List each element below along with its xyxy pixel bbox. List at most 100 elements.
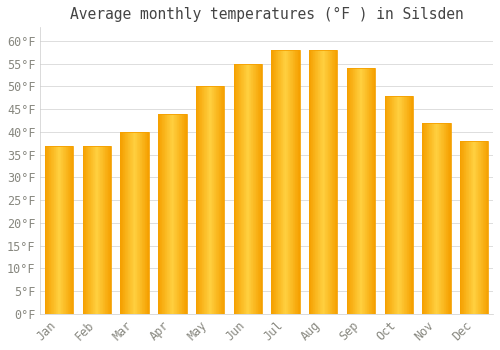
Bar: [388, 96, 389, 314]
Bar: [436, 123, 437, 314]
Bar: [321, 50, 322, 314]
Bar: [126, 132, 127, 314]
Bar: [442, 123, 443, 314]
Bar: [162, 114, 163, 314]
Bar: [234, 64, 262, 314]
Bar: [448, 123, 449, 314]
Title: Average monthly temperatures (°F ) in Silsden: Average monthly temperatures (°F ) in Si…: [70, 7, 464, 22]
Bar: [255, 64, 256, 314]
Bar: [158, 114, 159, 314]
Bar: [368, 68, 369, 314]
Bar: [296, 50, 297, 314]
Bar: [121, 132, 122, 314]
Bar: [403, 96, 404, 314]
Bar: [463, 141, 464, 314]
Bar: [204, 86, 205, 314]
Bar: [363, 68, 364, 314]
Bar: [362, 68, 363, 314]
Bar: [348, 68, 349, 314]
Bar: [109, 146, 110, 314]
Bar: [141, 132, 142, 314]
Bar: [310, 50, 311, 314]
Bar: [369, 68, 370, 314]
Bar: [249, 64, 250, 314]
Bar: [315, 50, 316, 314]
Bar: [276, 50, 277, 314]
Bar: [358, 68, 359, 314]
Bar: [107, 146, 108, 314]
Bar: [65, 146, 66, 314]
Bar: [486, 141, 487, 314]
Bar: [479, 141, 480, 314]
Bar: [482, 141, 484, 314]
Bar: [412, 96, 413, 314]
Bar: [392, 96, 393, 314]
Bar: [435, 123, 436, 314]
Bar: [99, 146, 100, 314]
Bar: [365, 68, 366, 314]
Bar: [330, 50, 331, 314]
Bar: [181, 114, 182, 314]
Bar: [373, 68, 374, 314]
Bar: [288, 50, 289, 314]
Bar: [182, 114, 183, 314]
Bar: [98, 146, 99, 314]
Bar: [196, 86, 198, 314]
Bar: [139, 132, 140, 314]
Bar: [104, 146, 106, 314]
Bar: [205, 86, 206, 314]
Bar: [484, 141, 485, 314]
Bar: [88, 146, 89, 314]
Bar: [328, 50, 329, 314]
Bar: [196, 86, 224, 314]
Bar: [67, 146, 68, 314]
Bar: [122, 132, 124, 314]
Bar: [475, 141, 476, 314]
Bar: [131, 132, 132, 314]
Bar: [294, 50, 296, 314]
Bar: [223, 86, 224, 314]
Bar: [260, 64, 262, 314]
Bar: [361, 68, 362, 314]
Bar: [395, 96, 396, 314]
Bar: [210, 86, 211, 314]
Bar: [145, 132, 146, 314]
Bar: [320, 50, 321, 314]
Bar: [70, 146, 71, 314]
Bar: [220, 86, 222, 314]
Bar: [474, 141, 475, 314]
Bar: [129, 132, 130, 314]
Bar: [102, 146, 104, 314]
Bar: [72, 146, 74, 314]
Bar: [317, 50, 318, 314]
Bar: [106, 146, 107, 314]
Bar: [91, 146, 92, 314]
Bar: [144, 132, 145, 314]
Bar: [200, 86, 201, 314]
Bar: [161, 114, 162, 314]
Bar: [59, 146, 60, 314]
Bar: [352, 68, 353, 314]
Bar: [240, 64, 242, 314]
Bar: [164, 114, 166, 314]
Bar: [285, 50, 286, 314]
Bar: [174, 114, 175, 314]
Bar: [460, 141, 462, 314]
Bar: [423, 123, 424, 314]
Bar: [55, 146, 56, 314]
Bar: [444, 123, 445, 314]
Bar: [353, 68, 354, 314]
Bar: [347, 68, 348, 314]
Bar: [176, 114, 178, 314]
Bar: [54, 146, 55, 314]
Bar: [254, 64, 255, 314]
Bar: [83, 146, 84, 314]
Bar: [487, 141, 488, 314]
Bar: [108, 146, 109, 314]
Bar: [287, 50, 288, 314]
Bar: [258, 64, 259, 314]
Bar: [132, 132, 133, 314]
Bar: [446, 123, 447, 314]
Bar: [142, 132, 143, 314]
Bar: [326, 50, 327, 314]
